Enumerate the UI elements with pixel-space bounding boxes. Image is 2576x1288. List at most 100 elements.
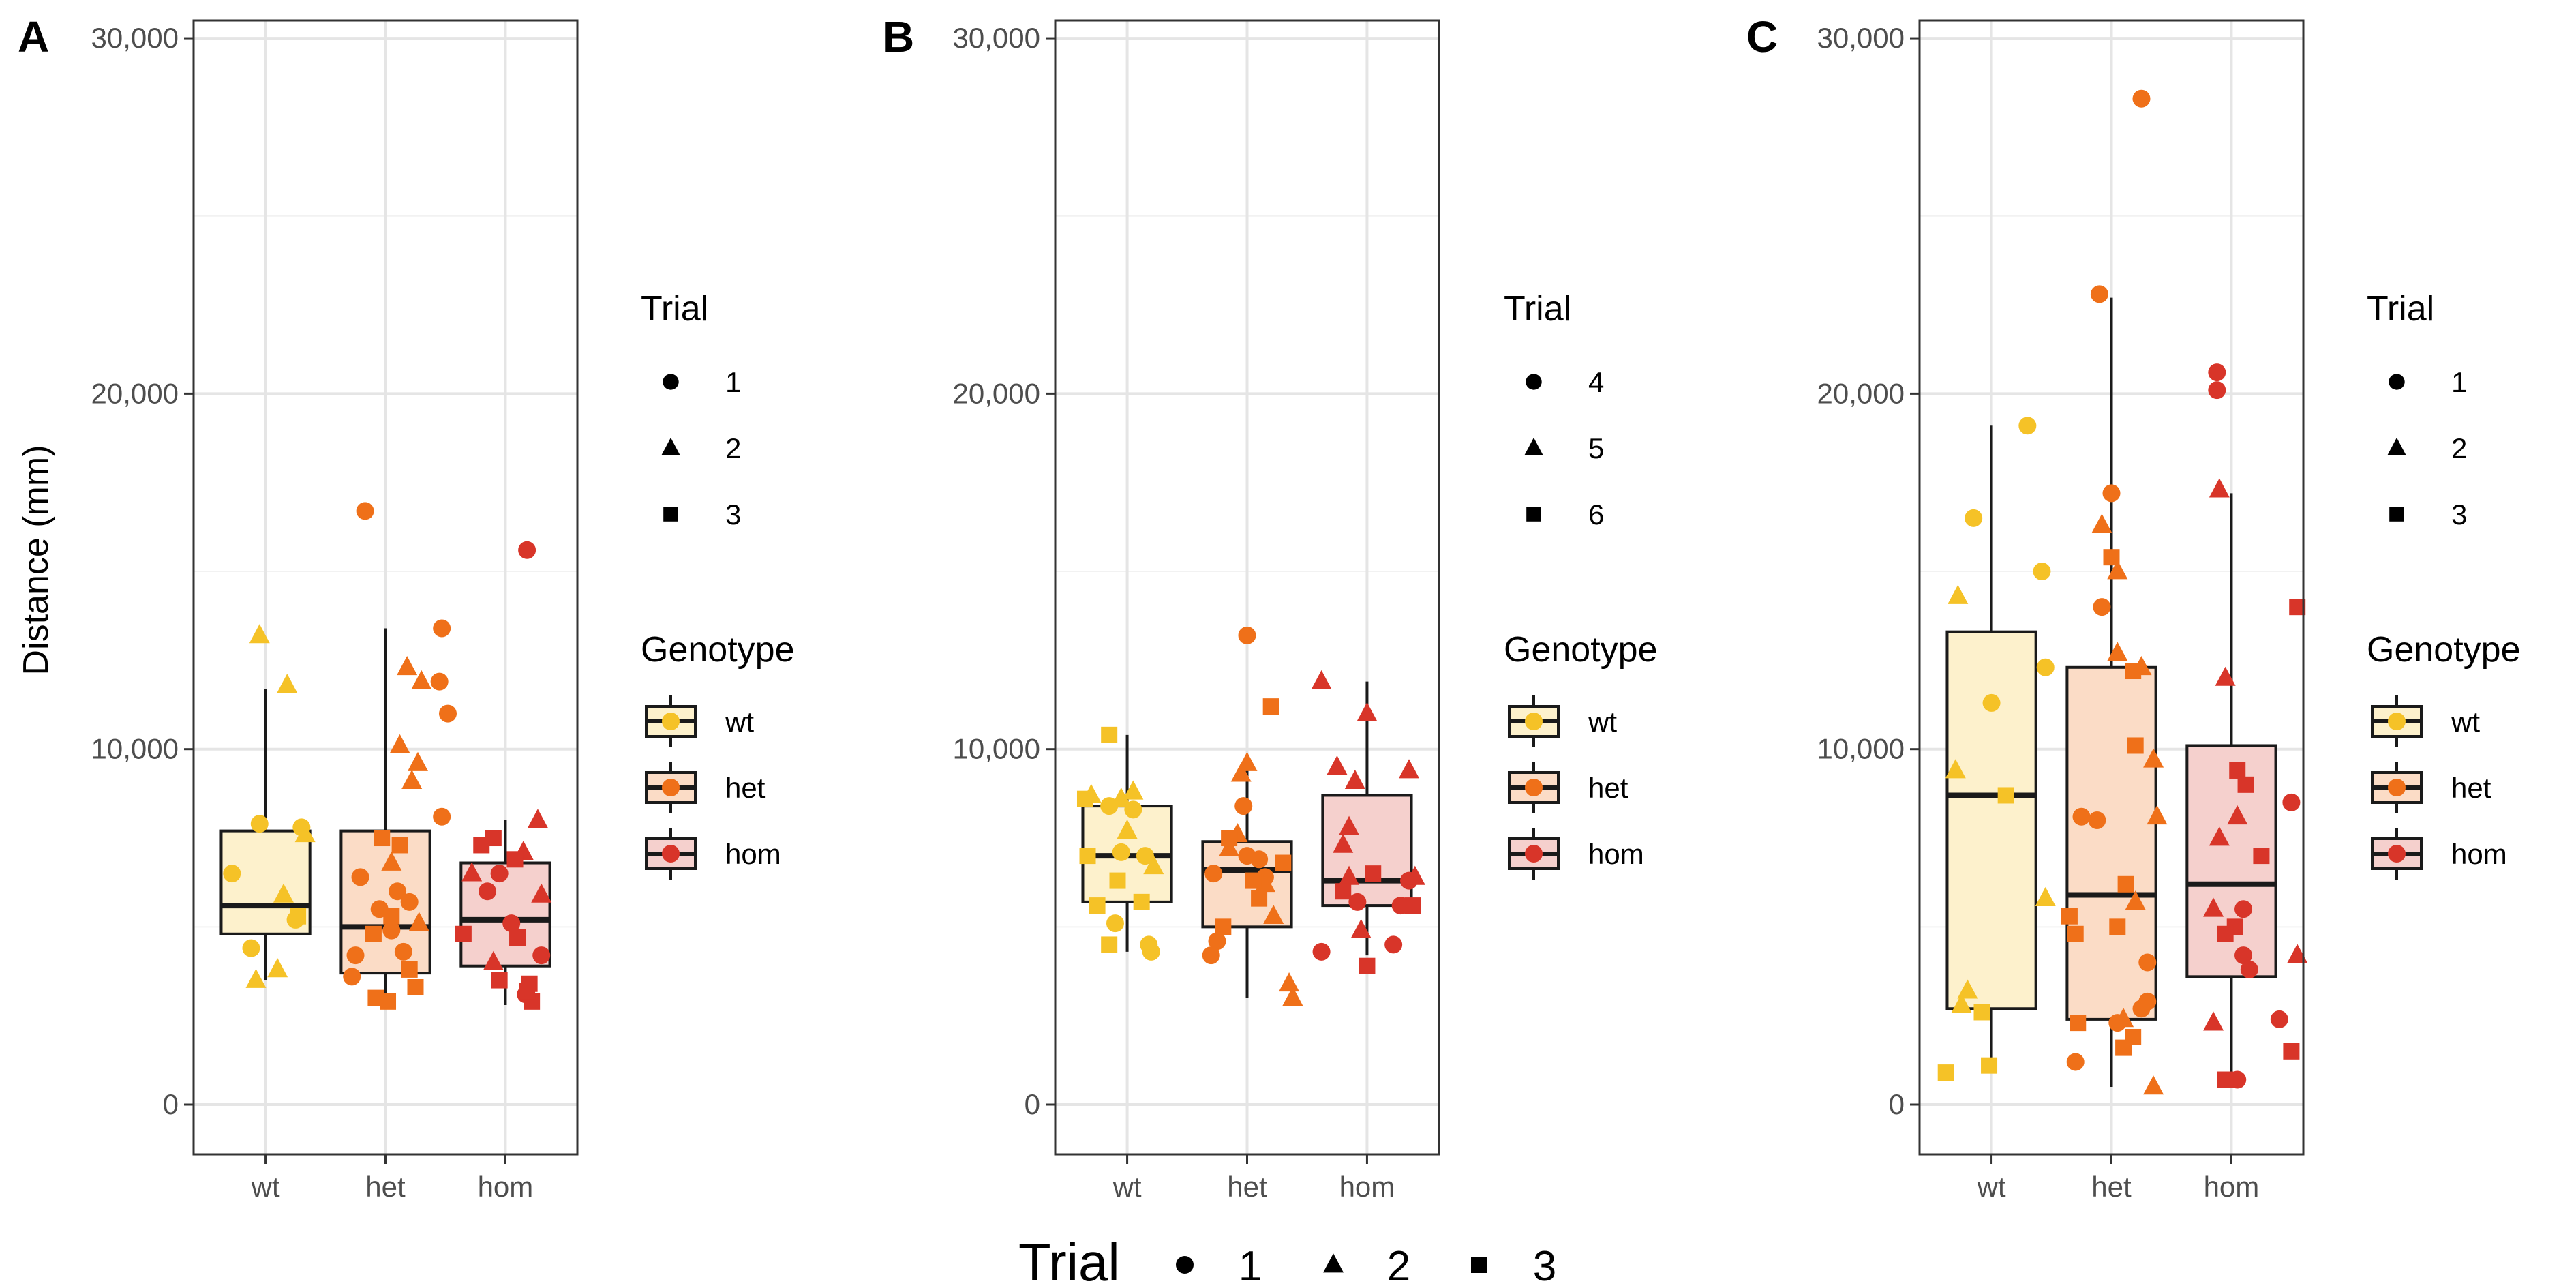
data-point <box>381 851 402 871</box>
x-tick-label: het <box>1227 1171 1267 1203</box>
legend-key-hom <box>645 828 697 880</box>
data-point <box>2107 642 2128 661</box>
data-point <box>1311 670 1332 689</box>
data-point <box>1136 847 1154 865</box>
legend-trial-label: 4 <box>1588 366 1604 398</box>
data-point <box>1973 1004 1990 1021</box>
data-point <box>2091 513 2112 533</box>
legend-key-wt <box>2371 695 2423 747</box>
data-point <box>1251 890 1268 907</box>
data-point <box>2061 908 2078 925</box>
legend: Trial 4 5 6 Genotype wt het hom <box>1504 289 1658 880</box>
data-point <box>483 950 504 970</box>
x-tick-label: wt <box>1977 1171 2006 1203</box>
legend-trial-label: 3 <box>725 498 741 530</box>
bottom-legend-title: Trial <box>1018 1232 1120 1288</box>
data-point <box>2102 484 2121 503</box>
data-point <box>382 921 401 940</box>
legend-key-wt <box>645 695 697 747</box>
data-point <box>2127 737 2144 754</box>
chart-panel-c: 0 10,000 20,000 30,000 wt het hom C Trial 1 2 3 Geno… <box>1746 12 2521 1203</box>
data-point <box>1076 790 1093 807</box>
data-point <box>2237 776 2254 793</box>
data-point <box>506 851 524 868</box>
data-point <box>1123 780 1144 800</box>
data-point <box>2093 598 2111 616</box>
chart-panel-b: 0 10,000 20,000 30,000 wt het hom B Trial 4 5 6 Geno… <box>883 12 1658 1203</box>
y-axis-title: Distance (mm) <box>16 445 56 675</box>
data-point <box>1204 865 1223 883</box>
panel-label: C <box>1746 12 1778 61</box>
data-point <box>1333 833 1354 853</box>
data-point <box>290 908 307 925</box>
data-point <box>1957 979 1978 999</box>
legend-genotype-label: wt <box>2451 706 2480 738</box>
data-point <box>2143 1075 2164 1095</box>
data-point <box>273 883 294 903</box>
data-point <box>1948 584 1969 604</box>
data-point <box>502 914 521 933</box>
data-point <box>1981 1057 1998 1074</box>
y-tick-label: 0 <box>1025 1088 1040 1120</box>
data-point <box>1219 837 1240 857</box>
x-tick-label: wt <box>1112 1171 1142 1203</box>
data-point <box>461 862 483 882</box>
data-point <box>2033 563 2051 581</box>
data-point <box>351 868 369 886</box>
data-point <box>1237 751 1258 771</box>
legend-key-point <box>1525 779 1543 796</box>
data-point <box>389 734 410 753</box>
data-point <box>1133 893 1150 910</box>
bottom-legend-label: 3 <box>1533 1243 1556 1288</box>
data-point <box>1100 797 1119 815</box>
bottom-legend-symbol <box>1323 1253 1344 1273</box>
data-point <box>490 865 509 883</box>
data-point <box>391 837 408 854</box>
data-point <box>356 502 374 520</box>
legend-genotype-label: wt <box>725 706 754 738</box>
data-point <box>1215 918 1232 935</box>
data-point <box>1101 936 1118 953</box>
legend-genotype-label: hom <box>725 838 781 870</box>
data-point <box>1359 957 1376 974</box>
legend-genotype-label: het <box>1588 772 1628 804</box>
data-point <box>2234 946 2253 965</box>
y-tick-label: 10,000 <box>91 733 179 765</box>
data-point <box>1965 509 1983 527</box>
data-point <box>527 809 548 828</box>
panel-label: B <box>883 12 914 61</box>
legend-trial-symbol <box>2387 437 2406 455</box>
legend-key-point <box>2388 845 2406 863</box>
data-point <box>2208 381 2226 400</box>
data-point <box>411 670 432 689</box>
data-point <box>1339 865 1360 885</box>
data-point <box>2143 748 2164 768</box>
data-point <box>1262 698 1279 715</box>
data-point <box>2125 663 2142 680</box>
x-tick-label: het <box>365 1171 406 1203</box>
data-point <box>2208 363 2226 382</box>
data-point <box>400 893 419 911</box>
data-point <box>1982 693 2001 712</box>
data-point <box>2066 1053 2085 1071</box>
data-point <box>2117 875 2134 893</box>
data-point <box>245 968 267 988</box>
legend-genotype-label: wt <box>1588 706 1617 738</box>
legend-trial-label: 1 <box>2451 366 2467 398</box>
y-tick-label: 20,000 <box>1817 377 1905 409</box>
data-point <box>267 958 288 978</box>
data-point <box>2070 1015 2087 1032</box>
data-point <box>455 925 472 942</box>
legend-key-point <box>2388 779 2406 796</box>
legend-trial-label: 5 <box>1588 432 1604 464</box>
x-tick-label: wt <box>251 1171 280 1203</box>
data-point <box>430 672 449 691</box>
data-point <box>2113 1008 2134 1028</box>
legend-key-het <box>2371 762 2423 813</box>
data-point <box>2132 89 2151 108</box>
data-point <box>2109 918 2126 935</box>
data-point <box>2217 925 2234 942</box>
data-point <box>1263 904 1284 925</box>
data-point <box>438 704 457 723</box>
